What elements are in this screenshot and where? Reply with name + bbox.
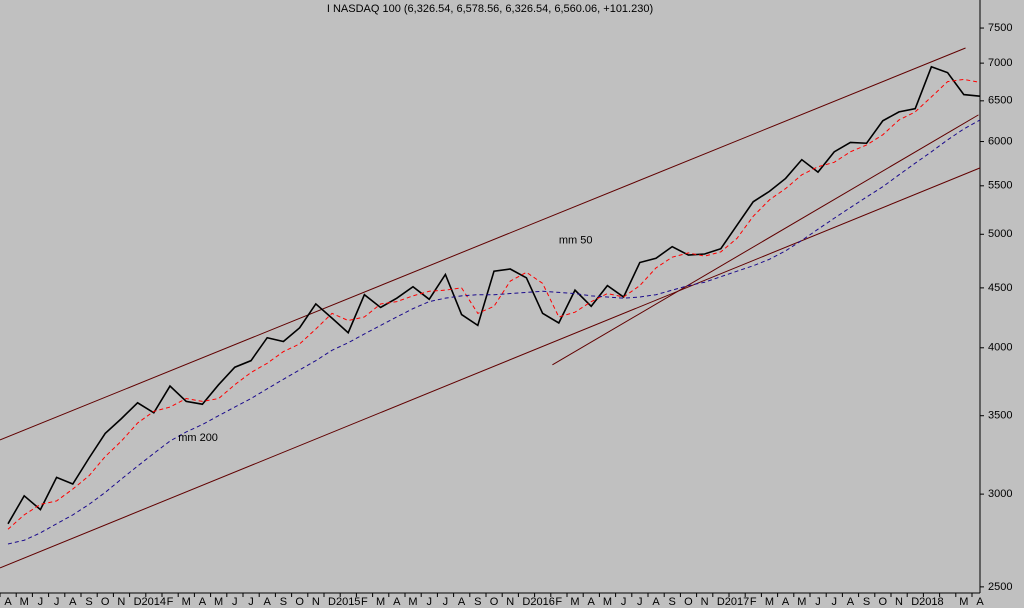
y-tick-label: 5500 — [988, 180, 1012, 192]
x-tick-label: 2018 — [919, 596, 943, 608]
x-tick-label: 2016 — [530, 596, 554, 608]
x-tick-label: 2017 — [725, 596, 749, 608]
x-tick-label: O — [295, 596, 304, 608]
x-tick-label: F — [361, 596, 368, 608]
x-tick-label: M — [765, 596, 774, 608]
y-tick-label: 3500 — [988, 410, 1012, 422]
x-tick-label: J — [248, 596, 254, 608]
x-tick-label: M — [603, 596, 612, 608]
x-tick-label: A — [458, 596, 466, 608]
y-tick-label: 5000 — [988, 228, 1012, 240]
x-tick-label: J — [815, 596, 821, 608]
x-tick-label: J — [426, 596, 432, 608]
x-tick-label: O — [684, 596, 693, 608]
y-tick-label: 3000 — [988, 488, 1012, 500]
x-tick-label: D — [134, 596, 142, 608]
x-tick-label: F — [555, 596, 562, 608]
annotation: mm 200 — [178, 432, 218, 444]
y-tick-label: 6500 — [988, 95, 1012, 107]
x-tick-label: J — [54, 596, 60, 608]
x-tick-label: J — [232, 596, 238, 608]
x-tick-label: J — [621, 596, 627, 608]
x-tick-label: S — [669, 596, 676, 608]
y-tick-label: 6000 — [988, 135, 1012, 147]
x-tick-label: N — [701, 596, 709, 608]
x-tick-label: M — [959, 596, 968, 608]
x-tick-label: M — [20, 596, 29, 608]
x-tick-label: N — [117, 596, 125, 608]
x-tick-label: 2014 — [142, 596, 166, 608]
x-tick-label: D — [328, 596, 336, 608]
y-tick-label: 2500 — [988, 581, 1012, 593]
x-tick-label: S — [474, 596, 481, 608]
x-tick-label: M — [570, 596, 579, 608]
x-tick-label: M — [214, 596, 223, 608]
x-tick-label: 2015 — [336, 596, 360, 608]
y-tick-label: 7500 — [988, 22, 1012, 34]
annotation: mm 50 — [559, 234, 593, 246]
x-tick-label: S — [280, 596, 287, 608]
trendline — [0, 167, 981, 569]
x-tick-label: A — [69, 596, 77, 608]
x-tick-label: S — [863, 596, 870, 608]
x-tick-label: N — [506, 596, 514, 608]
x-tick-label: O — [101, 596, 110, 608]
y-tick-label: 4500 — [988, 282, 1012, 294]
trendline — [552, 114, 979, 366]
x-tick-label: N — [312, 596, 320, 608]
x-tick-label: A — [4, 596, 12, 608]
trendline — [0, 47, 966, 441]
y-tick-label: 7000 — [988, 57, 1012, 69]
x-tick-label: D — [911, 596, 919, 608]
x-tick-label: J — [443, 596, 449, 608]
x-tick-label: J — [38, 596, 44, 608]
x-tick-label: M — [376, 596, 385, 608]
x-tick-label: A — [393, 596, 401, 608]
x-tick-label: A — [199, 596, 207, 608]
x-tick-label: M — [408, 596, 417, 608]
x-tick-label: A — [588, 596, 596, 608]
x-tick-label: S — [85, 596, 92, 608]
x-tick-label: A — [264, 596, 272, 608]
x-tick-label: D — [717, 596, 725, 608]
x-tick-label: O — [490, 596, 499, 608]
y-tick-label: 4000 — [988, 342, 1012, 354]
x-tick-label: J — [637, 596, 643, 608]
x-tick-label: O — [879, 596, 888, 608]
x-tick-label: M — [182, 596, 191, 608]
chart-title: I NASDAQ 100 (6,326.54, 6,578.56, 6,326.… — [327, 3, 653, 15]
x-tick-label: A — [976, 596, 984, 608]
series-line — [7, 119, 981, 545]
x-tick-label: J — [831, 596, 837, 608]
x-tick-label: F — [750, 596, 757, 608]
x-tick-label: M — [797, 596, 806, 608]
x-tick-label: A — [782, 596, 790, 608]
x-tick-label: A — [652, 596, 660, 608]
x-tick-label: D — [522, 596, 530, 608]
series-line — [7, 65, 981, 525]
x-tick-label: A — [847, 596, 855, 608]
x-tick-label: N — [895, 596, 903, 608]
x-tick-label: F — [167, 596, 174, 608]
